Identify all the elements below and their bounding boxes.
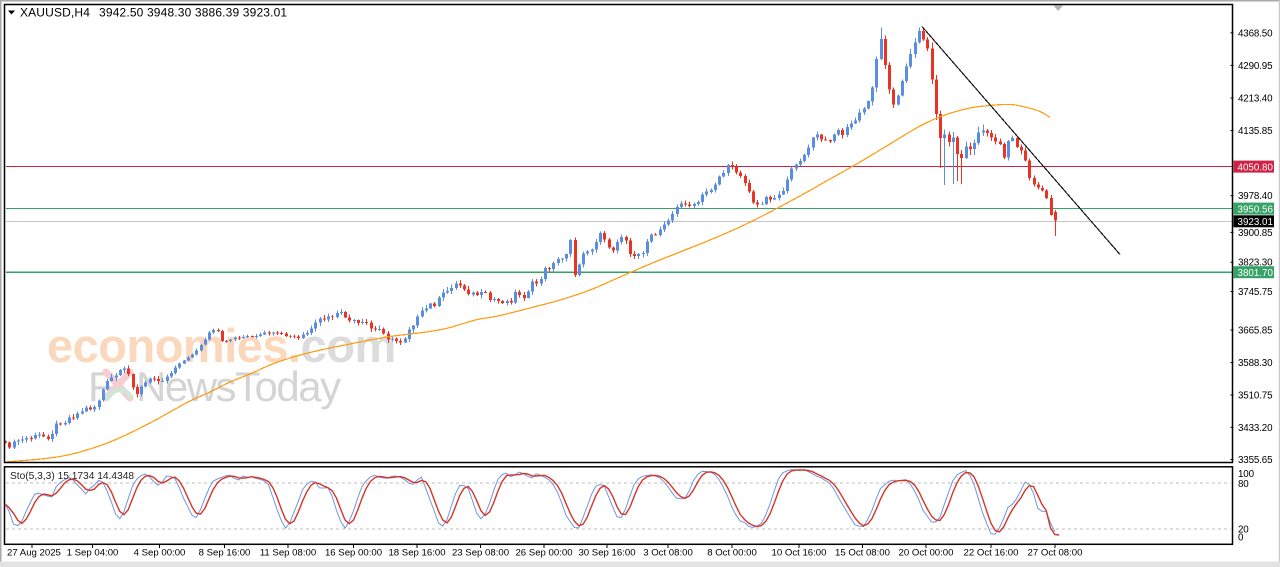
svg-text:20: 20 xyxy=(1238,525,1249,536)
svg-text:3355.65: 3355.65 xyxy=(1238,455,1273,466)
svg-text:3433.20: 3433.20 xyxy=(1238,423,1273,434)
svg-text:27 Oct 08:00: 27 Oct 08:00 xyxy=(1028,548,1083,559)
svg-text:4050.80: 4050.80 xyxy=(1238,162,1274,173)
svg-text:11 Sep 08:00: 11 Sep 08:00 xyxy=(260,548,316,559)
svg-text:3 Oct 08:00: 3 Oct 08:00 xyxy=(643,548,693,559)
svg-text:30 Sep 16:00: 30 Sep 16:00 xyxy=(578,548,635,559)
svg-text:4 Sep 00:00: 4 Sep 00:00 xyxy=(134,548,186,559)
svg-text:18 Sep 16:00: 18 Sep 16:00 xyxy=(388,548,445,559)
svg-text:3900.85: 3900.85 xyxy=(1238,228,1273,239)
svg-text:0: 0 xyxy=(1238,533,1244,544)
svg-text:8 Sep 16:00: 8 Sep 16:00 xyxy=(199,548,251,559)
svg-text:100: 100 xyxy=(1238,469,1255,480)
svg-text:27 Aug 2025: 27 Aug 2025 xyxy=(7,548,61,559)
svg-text:8 Oct 00:00: 8 Oct 00:00 xyxy=(707,548,757,559)
svg-text:20 Oct 00:00: 20 Oct 00:00 xyxy=(899,548,954,559)
svg-text:4368.50: 4368.50 xyxy=(1238,28,1273,39)
svg-text:3745.75: 3745.75 xyxy=(1238,287,1273,298)
svg-text:3823.30: 3823.30 xyxy=(1238,258,1273,269)
svg-text:80: 80 xyxy=(1238,479,1249,490)
svg-text:3950.56: 3950.56 xyxy=(1238,204,1274,215)
svg-text:4290.95: 4290.95 xyxy=(1238,61,1273,72)
svg-text:3510.75: 3510.75 xyxy=(1238,391,1273,402)
svg-text:26 Sep 00:00: 26 Sep 00:00 xyxy=(515,548,572,559)
svg-text:3665.85: 3665.85 xyxy=(1238,326,1273,337)
svg-text:23 Sep 08:00: 23 Sep 08:00 xyxy=(452,548,509,559)
svg-text:1 Sep 04:00: 1 Sep 04:00 xyxy=(67,548,119,559)
svg-text:4135.85: 4135.85 xyxy=(1238,126,1273,137)
svg-text:10 Oct 16:00: 10 Oct 16:00 xyxy=(772,548,827,559)
svg-text:15 Oct 08:00: 15 Oct 08:00 xyxy=(835,548,890,559)
svg-text:3801.70: 3801.70 xyxy=(1238,268,1274,279)
svg-text:22 Oct 16:00: 22 Oct 16:00 xyxy=(964,548,1019,559)
svg-text:3978.40: 3978.40 xyxy=(1238,191,1273,202)
svg-text:NewsToday: NewsToday xyxy=(136,363,341,410)
svg-text:Sto(5,3,3) 15.1734 14.4348: Sto(5,3,3) 15.1734 14.4348 xyxy=(10,471,134,482)
svg-text:16 Sep 00:00: 16 Sep 00:00 xyxy=(325,548,382,559)
svg-text:3923.01: 3923.01 xyxy=(1238,217,1273,228)
svg-text:3588.30: 3588.30 xyxy=(1238,358,1273,369)
svg-text:4213.40: 4213.40 xyxy=(1238,94,1273,105)
